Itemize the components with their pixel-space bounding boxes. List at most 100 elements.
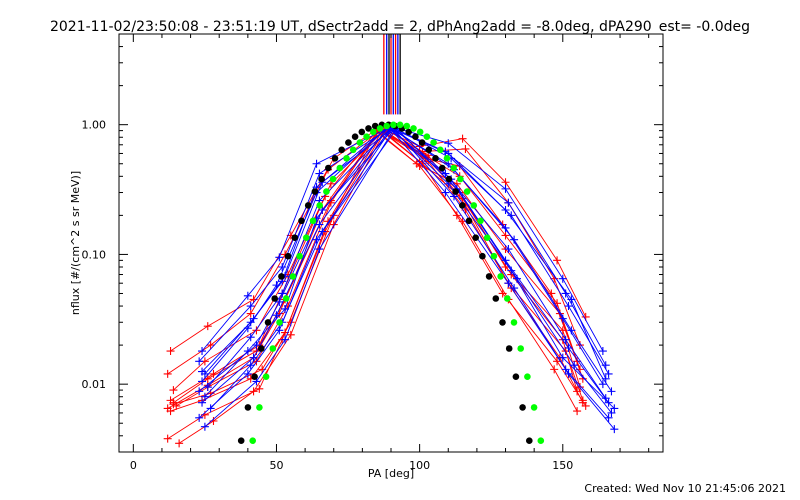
fit-point [492,295,500,302]
fit-point [452,188,459,195]
fit-point [530,404,538,411]
data-point [249,387,258,396]
series [198,122,607,356]
data-point [512,274,521,283]
fit-point [457,175,464,183]
fit-point [470,202,478,209]
fit-point [510,319,518,326]
fit-curve [237,121,533,445]
fit-point [249,437,256,445]
data-point [275,326,284,335]
fit-point [412,133,419,140]
fit-point [437,146,444,154]
fit-point [363,133,370,140]
data-point [203,322,212,331]
fit-point [477,217,484,225]
data-point [198,398,207,407]
fit-point [497,273,504,280]
data-point [195,357,204,366]
fit-point [237,437,245,445]
fit-point [465,217,473,225]
data-point [278,262,287,271]
data-point [200,422,209,431]
fit-point [304,202,312,209]
data-point [315,220,324,229]
series [169,124,587,409]
fit-point [432,155,439,162]
fit-point [418,139,426,146]
fit-curve [249,121,545,445]
data-point [504,198,513,207]
x-axis-label: PA [deg] [368,467,414,480]
data-point [198,367,207,376]
data-point [166,347,175,356]
fit-point [410,125,417,132]
data-point [604,369,613,378]
fit-point [490,252,498,260]
fit-point [343,155,350,162]
data-point [452,211,461,220]
fit-point [517,345,524,352]
data-point [281,335,290,344]
data-point [441,188,450,197]
data-point [246,302,255,311]
fit-point [376,125,384,132]
fit-point [318,175,325,183]
fit-point [438,164,446,172]
data-point [501,231,510,240]
data-point [246,333,255,342]
data-point [604,413,613,422]
data-point [501,184,510,193]
fit-point [443,155,451,162]
fit-point [459,202,466,209]
data-point [209,417,218,426]
data-point [195,413,204,422]
fit-point [336,164,344,172]
fit-point [445,175,453,183]
data-point [169,398,178,407]
data-point [561,289,570,298]
data-point [206,341,215,350]
fit-point [463,188,471,195]
fit-point [251,373,258,381]
y-axis-ticks: 0.01 0.10 1.00 [82,33,663,453]
data-point [243,291,252,300]
data-point [607,387,616,396]
data-point [243,369,252,378]
fit-point [296,252,303,260]
fit-point [269,345,277,352]
fit-point [519,404,526,411]
data-point [329,220,338,229]
data-series [163,122,619,448]
series [203,123,616,396]
fit-point [358,128,366,136]
fit-point [331,155,339,162]
data-point [607,408,616,417]
data-point [444,139,453,148]
fit-point [349,146,357,154]
fit-point [504,295,511,302]
series [169,127,582,395]
fit-point [505,345,513,352]
data-point [166,407,175,416]
data-point [203,374,212,383]
data-point [564,302,573,311]
fit-point [256,404,263,411]
fit-point [483,234,491,241]
fit-point [537,437,545,445]
data-point [206,404,215,413]
series-line [173,131,578,391]
fit-point [423,133,431,140]
x-tick-label: 150 [552,459,573,472]
data-point [163,434,172,443]
fit-point [311,188,319,195]
data-point [198,377,207,386]
data-point [501,223,510,232]
fit-point [390,121,397,129]
fit-point [289,273,297,280]
data-point [564,343,573,352]
data-point [255,384,264,393]
data-point [567,326,576,335]
series [172,123,584,410]
fit-point [309,217,317,225]
